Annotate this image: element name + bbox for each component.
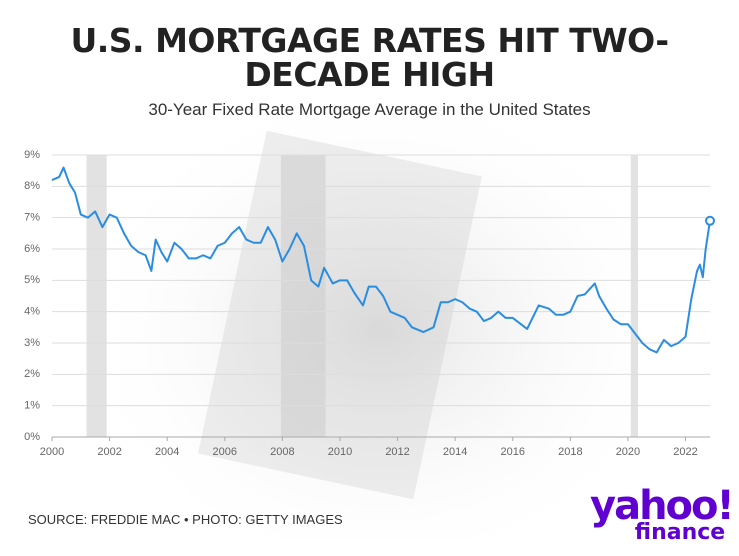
shaded-period [280,155,326,437]
x-tick-label: 2020 [616,446,640,458]
title-text: U.S. MORTGAGE RATES HIT TWO-DECADE HIGH [70,21,669,94]
y-tick-label: 4% [24,306,40,318]
y-tick-label: 9% [24,149,40,161]
source: SOURCE: FREDDIE MAC • PHOTO: GETTY IMAGE… [28,512,343,527]
x-tick-label: 2002 [97,446,121,458]
y-tick-label: 1% [24,400,40,412]
logo-sub: finance [634,520,726,545]
y-tick-label: 5% [24,274,40,286]
y-tick-label: 0% [24,431,40,443]
logo-brand: yahoo! [590,483,735,529]
x-tick-label: 2000 [40,446,64,458]
subtitle: 30-Year Fixed Rate Mortgage Average in t… [148,100,591,119]
data-line [51,166,711,354]
background-photo [120,120,640,540]
background-sign [198,130,482,500]
y-tick-label: 3% [24,337,40,349]
x-tick-label: 2018 [558,446,582,458]
x-tick-label: 2012 [385,446,409,458]
y-tick-label: 8% [24,180,40,192]
end-marker [705,215,715,226]
shaded-period [86,155,107,437]
y-tick-label: 6% [24,243,40,255]
x-tick-label: 2022 [673,446,697,458]
x-tick-label: 2010 [328,446,352,458]
x-tick-label: 2016 [501,446,525,458]
x-tick-label: 2004 [155,446,179,458]
x-tick-label: 2008 [270,446,294,458]
y-tick-label: 2% [24,368,40,380]
shaded-period [630,155,639,437]
title: U.S. MORTGAGE RATES HIT TWO-DECADE HIGH [0,24,739,92]
x-tick-label: 2014 [443,446,467,458]
y-tick-label: 7% [24,212,40,224]
logo: yahoo! finance [590,483,735,545]
x-tick-label: 2006 [213,446,237,458]
